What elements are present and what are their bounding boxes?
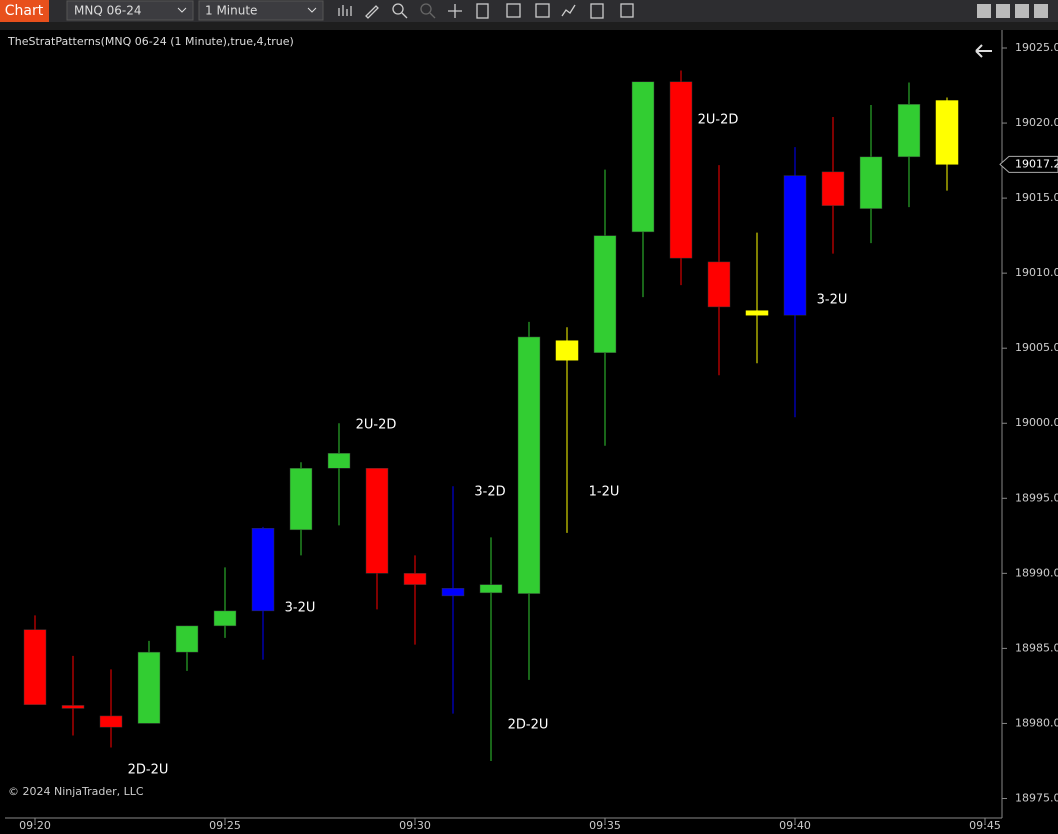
candle-body	[23, 629, 47, 705]
x-tick-label: 09:40	[779, 819, 811, 832]
candle-body	[327, 453, 351, 469]
candle-body	[783, 175, 807, 316]
candle-body	[555, 340, 579, 361]
candle-body	[669, 81, 693, 259]
minimize-button[interactable]	[977, 4, 991, 18]
candle-body	[479, 584, 503, 594]
toolbar-icons	[338, 3, 634, 19]
y-tick-label: 18985.00	[1015, 641, 1058, 654]
y-tick-label: 18990.00	[1015, 566, 1058, 579]
close-button[interactable]	[1034, 4, 1048, 18]
data-box-icon[interactable]	[620, 3, 634, 18]
back-arrow[interactable]	[975, 44, 992, 58]
pattern-label: 1-2U	[589, 485, 620, 500]
bars-icon[interactable]	[338, 5, 352, 16]
pattern-label: 3-2U	[285, 601, 316, 616]
window-tab[interactable]	[0, 0, 49, 22]
pattern-label: 2U-2D	[698, 113, 739, 128]
indicator-label: TheStratPatterns(MNQ 06-24 (1 Minute),tr…	[7, 35, 294, 48]
candle-body	[99, 715, 123, 728]
candle-body	[441, 588, 465, 597]
pattern-label: 3-2U	[817, 293, 848, 308]
y-tick-label: 19015.00	[1015, 191, 1058, 204]
x-tick-label: 09:35	[589, 819, 621, 832]
x-tick-label: 09:25	[209, 819, 241, 832]
copyright: © 2024 NinjaTrader, LLC	[8, 785, 144, 798]
last-price-label: 19017.25	[1015, 157, 1058, 170]
restore-button[interactable]	[996, 4, 1010, 18]
candle-body	[935, 100, 959, 165]
candle-body	[707, 261, 731, 308]
strategies-icon[interactable]	[561, 4, 576, 17]
zoom-in-icon[interactable]	[392, 3, 404, 15]
analyzer-icon[interactable]	[590, 3, 604, 19]
separator	[0, 22, 1058, 30]
indicators-icon[interactable]	[535, 3, 550, 18]
interval-select[interactable]	[198, 0, 324, 21]
candle-body	[175, 625, 199, 653]
candle-body	[821, 171, 845, 206]
interval-label: 1 Minute	[205, 4, 257, 18]
crosshair-icon[interactable]	[448, 4, 462, 18]
last-price-marker	[999, 155, 1058, 173]
candle-body	[859, 156, 883, 209]
pattern-label: 2D-2U	[128, 763, 169, 778]
y-tick-label: 19000.00	[1015, 416, 1058, 429]
candle-body	[403, 573, 427, 585]
candle-body	[213, 610, 237, 627]
candle-body	[137, 651, 161, 724]
y-tick-label: 19020.00	[1015, 116, 1058, 129]
zoom-out-icon[interactable]	[420, 3, 432, 15]
candle-body	[593, 235, 617, 353]
y-tick-label: 18980.00	[1015, 716, 1058, 729]
dropdown-arrow	[177, 7, 187, 13]
properties-icon[interactable]	[476, 3, 489, 19]
y-tick-label: 19010.00	[1015, 266, 1058, 279]
pattern-label: 2D-2U	[508, 718, 549, 733]
candle-body	[289, 468, 313, 531]
candle-body	[251, 528, 275, 612]
candle-body	[631, 81, 655, 233]
pattern-label: 3-2D	[474, 485, 505, 500]
draw-icon[interactable]	[365, 5, 379, 19]
candle-body	[61, 705, 85, 709]
candle-body	[365, 468, 389, 574]
template-icon[interactable]	[506, 3, 521, 18]
x-tick-label: 09:45	[969, 819, 1001, 832]
instrument-label: MNQ 06-24	[74, 4, 141, 18]
window-tab-label: Chart	[5, 3, 44, 19]
dropdown-arrow	[307, 7, 317, 13]
y-tick-label: 19005.00	[1015, 341, 1058, 354]
candle-body	[517, 336, 541, 594]
candle-body	[897, 104, 921, 158]
y-tick-label: 18995.00	[1015, 491, 1058, 504]
instrument-select[interactable]	[66, 0, 194, 21]
maximize-button[interactable]	[1015, 4, 1029, 18]
x-tick-label: 09:30	[399, 819, 431, 832]
y-tick-label: 19025.00	[1015, 41, 1058, 54]
y-tick-label: 18975.00	[1015, 791, 1058, 804]
pattern-label: 2U-2D	[356, 418, 397, 433]
candle-body	[745, 310, 769, 316]
x-tick-label: 09:20	[19, 819, 51, 832]
